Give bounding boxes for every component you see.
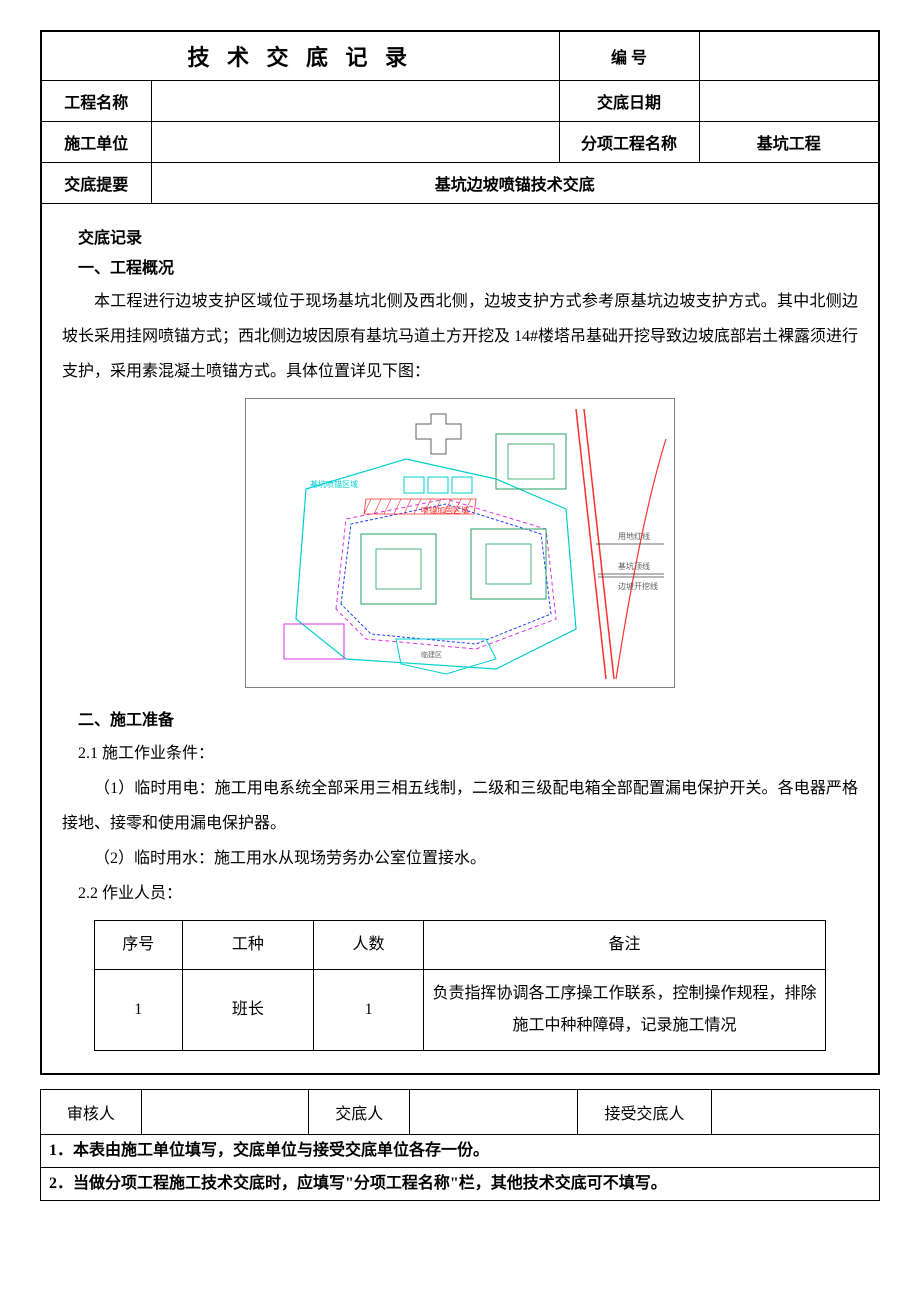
svg-text:喷锚加固区域: 喷锚加固区域 (421, 505, 469, 515)
diagram-container: 用地红线 基坑顶线 边坡开挖线 喷锚加固区域 基坑喷锚区域 临建区 (62, 398, 858, 694)
bianhao-value (699, 31, 879, 81)
tiyao-value: 基坑边坡喷锚技术交底 (151, 163, 879, 204)
record-label: 交底记录 (62, 224, 858, 248)
cell-seq: 1 (94, 969, 182, 1050)
shigong-unit-label: 施工单位 (41, 122, 151, 163)
sign-reviewer-value (141, 1089, 309, 1134)
col-type: 工种 (182, 920, 314, 969)
header-table: 技 术 交 底 记 录 编 号 工程名称 交底日期 施工单位 分项工程名称 基坑… (40, 30, 880, 1075)
svg-text:边坡开挖线: 边坡开挖线 (618, 581, 658, 591)
col-remark: 备注 (423, 920, 825, 969)
sign-label-deliverer: 交底人 (309, 1089, 410, 1134)
sign-receiver-value (712, 1089, 880, 1134)
jiaodi-date-value (699, 81, 879, 122)
cell-remark: 负责指挥协调各工序操工作联系，控制操作规程，排除施工中种种障碍，记录施工情况 (423, 969, 825, 1050)
para1: 本工程进行边坡支护区域位于现场基坑北侧及西北侧，边坡支护方式参考原基坑边坡支护方… (62, 284, 858, 390)
content-area: 交底记录 一、工程概况 本工程进行边坡支护区域位于现场基坑北侧及西北侧，边坡支护… (42, 204, 878, 1073)
cell-type: 班长 (182, 969, 314, 1050)
shigong-unit-value (151, 122, 559, 163)
jiaodi-date-label: 交底日期 (559, 81, 699, 122)
svg-text:临建区: 临建区 (421, 650, 442, 659)
diagram-svg: 用地红线 基坑顶线 边坡开挖线 喷锚加固区域 基坑喷锚区域 临建区 (246, 399, 676, 689)
note1: 1．本表由施工单位填写，交底单位与接受交底单位各存一份。 (41, 1135, 880, 1168)
bianhao-label: 编 号 (559, 31, 699, 81)
s2-1-label: 2.1 施工作业条件： (78, 736, 858, 771)
sign-deliverer-value (410, 1089, 578, 1134)
fenxiang-value: 基坑工程 (699, 122, 879, 163)
project-name-label: 工程名称 (41, 81, 151, 122)
sign-label-reviewer: 审核人 (41, 1089, 142, 1134)
col-count: 人数 (314, 920, 424, 969)
tiyao-label: 交底提要 (41, 163, 151, 204)
personnel-table: 序号 工种 人数 备注 1 班长 1 负责指挥协调各工序操工作联系，控制操作规程… (94, 920, 826, 1051)
project-name-value (151, 81, 559, 122)
doc-title: 技 术 交 底 记 录 (41, 31, 559, 81)
fenxiang-label: 分项工程名称 (559, 122, 699, 163)
s2-2-label: 2.2 作业人员： (78, 876, 858, 911)
sign-label-receiver: 接受交底人 (577, 1089, 711, 1134)
svg-text:基坑顶线: 基坑顶线 (618, 561, 650, 571)
s2-1-item2: （2）临时用水：施工用水从现场劳务办公室位置接水。 (62, 841, 858, 876)
svg-text:用地红线: 用地红线 (618, 531, 650, 541)
cell-count: 1 (314, 969, 424, 1050)
notes-table: 1．本表由施工单位填写，交底单位与接受交底单位各存一份。 2．当做分项工程施工技… (40, 1135, 880, 1201)
svg-text:基坑喷锚区域: 基坑喷锚区域 (310, 479, 358, 489)
col-seq: 序号 (94, 920, 182, 969)
table-row: 1 班长 1 负责指挥协调各工序操工作联系，控制操作规程，排除施工中种种障碍，记… (94, 969, 825, 1050)
table-header-row: 序号 工种 人数 备注 (94, 920, 825, 969)
sign-table: 审核人 交底人 接受交底人 (40, 1089, 880, 1135)
section2-title: 二、施工准备 (62, 706, 858, 730)
note2: 2．当做分项工程施工技术交底时，应填写"分项工程名称"栏，其他技术交底可不填写。 (41, 1167, 880, 1200)
s2-1-item1: （1）临时用电：施工用电系统全部采用三相五线制，二级和三级配电箱全部配置漏电保护… (62, 771, 858, 841)
site-plan-diagram: 用地红线 基坑顶线 边坡开挖线 喷锚加固区域 基坑喷锚区域 临建区 (245, 398, 675, 688)
section1-title: 一、工程概况 (62, 254, 858, 278)
